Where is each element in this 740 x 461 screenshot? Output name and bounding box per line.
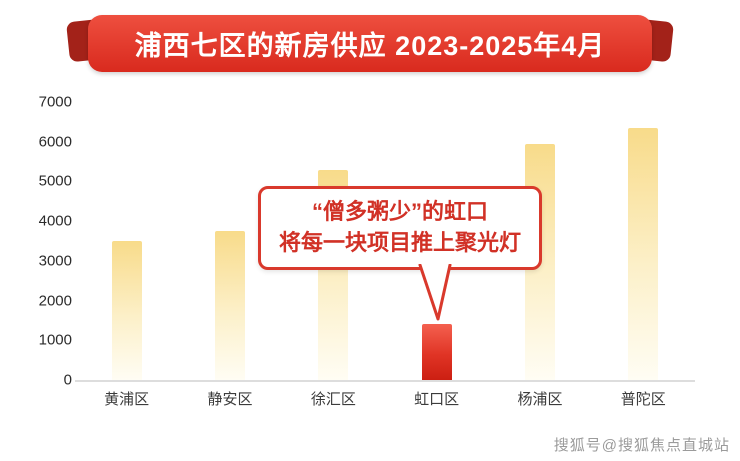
y-tick-label: 7000 <box>38 93 72 111</box>
y-tick-label: 4000 <box>38 212 72 230</box>
callout-tail-icon <box>418 263 452 321</box>
callout-line-2: 将每一块项目推上聚光灯 <box>279 229 522 255</box>
bar-黄浦区 <box>111 241 142 380</box>
x-axis-label: 虹口区 <box>414 391 460 408</box>
bar-普陀区 <box>628 127 659 380</box>
x-axis-label: 黄浦区 <box>104 391 150 408</box>
bar-虹口区 <box>421 324 452 380</box>
bar-column <box>385 102 488 380</box>
chart-title-banner: 浦西七区的新房供应 2023-2025年4月 <box>88 15 652 72</box>
bar-column <box>178 102 281 380</box>
callout-line-1: “僧多粥少”的虹口 <box>312 199 489 224</box>
x-axis-label: 徐汇区 <box>310 391 356 408</box>
y-tick-label: 3000 <box>38 252 72 270</box>
bar-静安区 <box>214 231 245 380</box>
y-tick-label: 1000 <box>38 331 72 349</box>
callout-bubble: “僧多粥少”的虹口 将每一块项目推上聚光灯 <box>258 186 543 321</box>
x-axis-label: 静安区 <box>207 391 253 408</box>
x-axis-label: 杨浦区 <box>517 391 563 408</box>
y-tick-label: 2000 <box>38 292 72 310</box>
x-axis-label: 普陀区 <box>620 391 666 408</box>
bar-column <box>592 102 695 380</box>
y-tick-label: 5000 <box>38 172 72 190</box>
y-axis: 0 1000 2000 3000 4000 5000 6000 7000 <box>28 94 72 389</box>
chart-title: 浦西七区的新房供应 2023-2025年4月 <box>134 31 606 61</box>
y-tick-label: 0 <box>63 371 72 389</box>
y-tick-label: 6000 <box>38 133 72 151</box>
watermark: 搜狐号@搜狐焦点直城站 <box>553 437 730 454</box>
x-axis-labels: 黄浦区 静安区 徐汇区 虹口区 杨浦区 普陀区 <box>75 388 695 409</box>
bar-column <box>75 102 178 380</box>
